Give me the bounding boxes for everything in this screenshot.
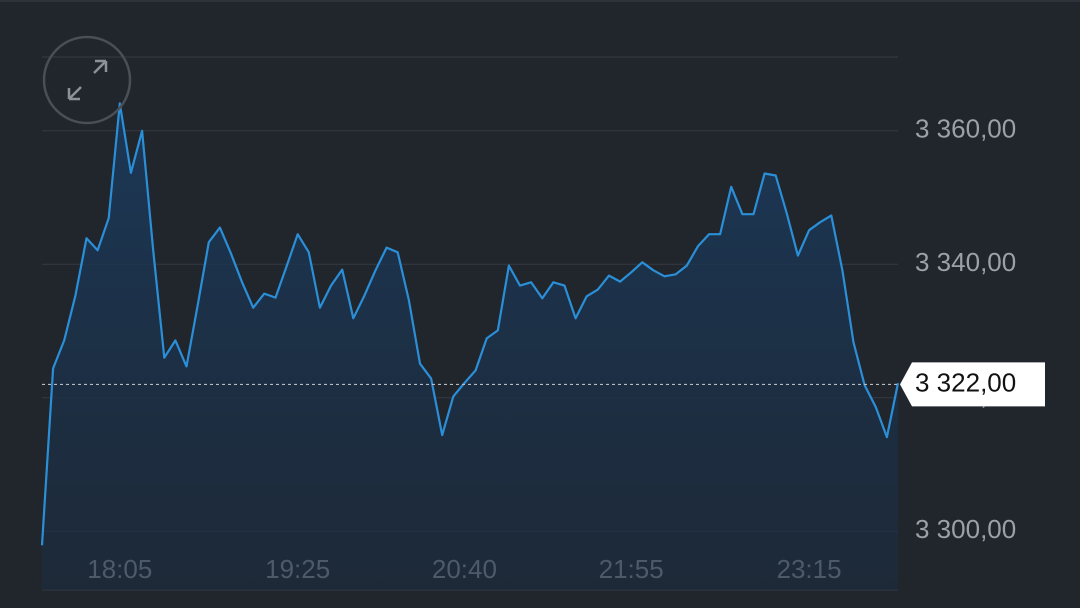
last-price-label: 3 322,00 — [915, 367, 1016, 397]
expand-icon[interactable] — [67, 59, 108, 101]
y-tick-label: 3 300,00 — [915, 514, 1016, 544]
price-line — [40, 102, 900, 546]
last-price-box — [900, 362, 1045, 407]
area-fill — [42, 103, 898, 591]
y-tick-label: 3 360,00 — [915, 114, 1016, 144]
y-tick-label: 3 340,00 — [915, 247, 1016, 277]
expand-circle[interactable] — [42, 35, 132, 125]
plot: 3 300,003 320,003 340,003 360,0018:0519:… — [40, 102, 1045, 591]
expand-button[interactable] — [42, 35, 132, 125]
